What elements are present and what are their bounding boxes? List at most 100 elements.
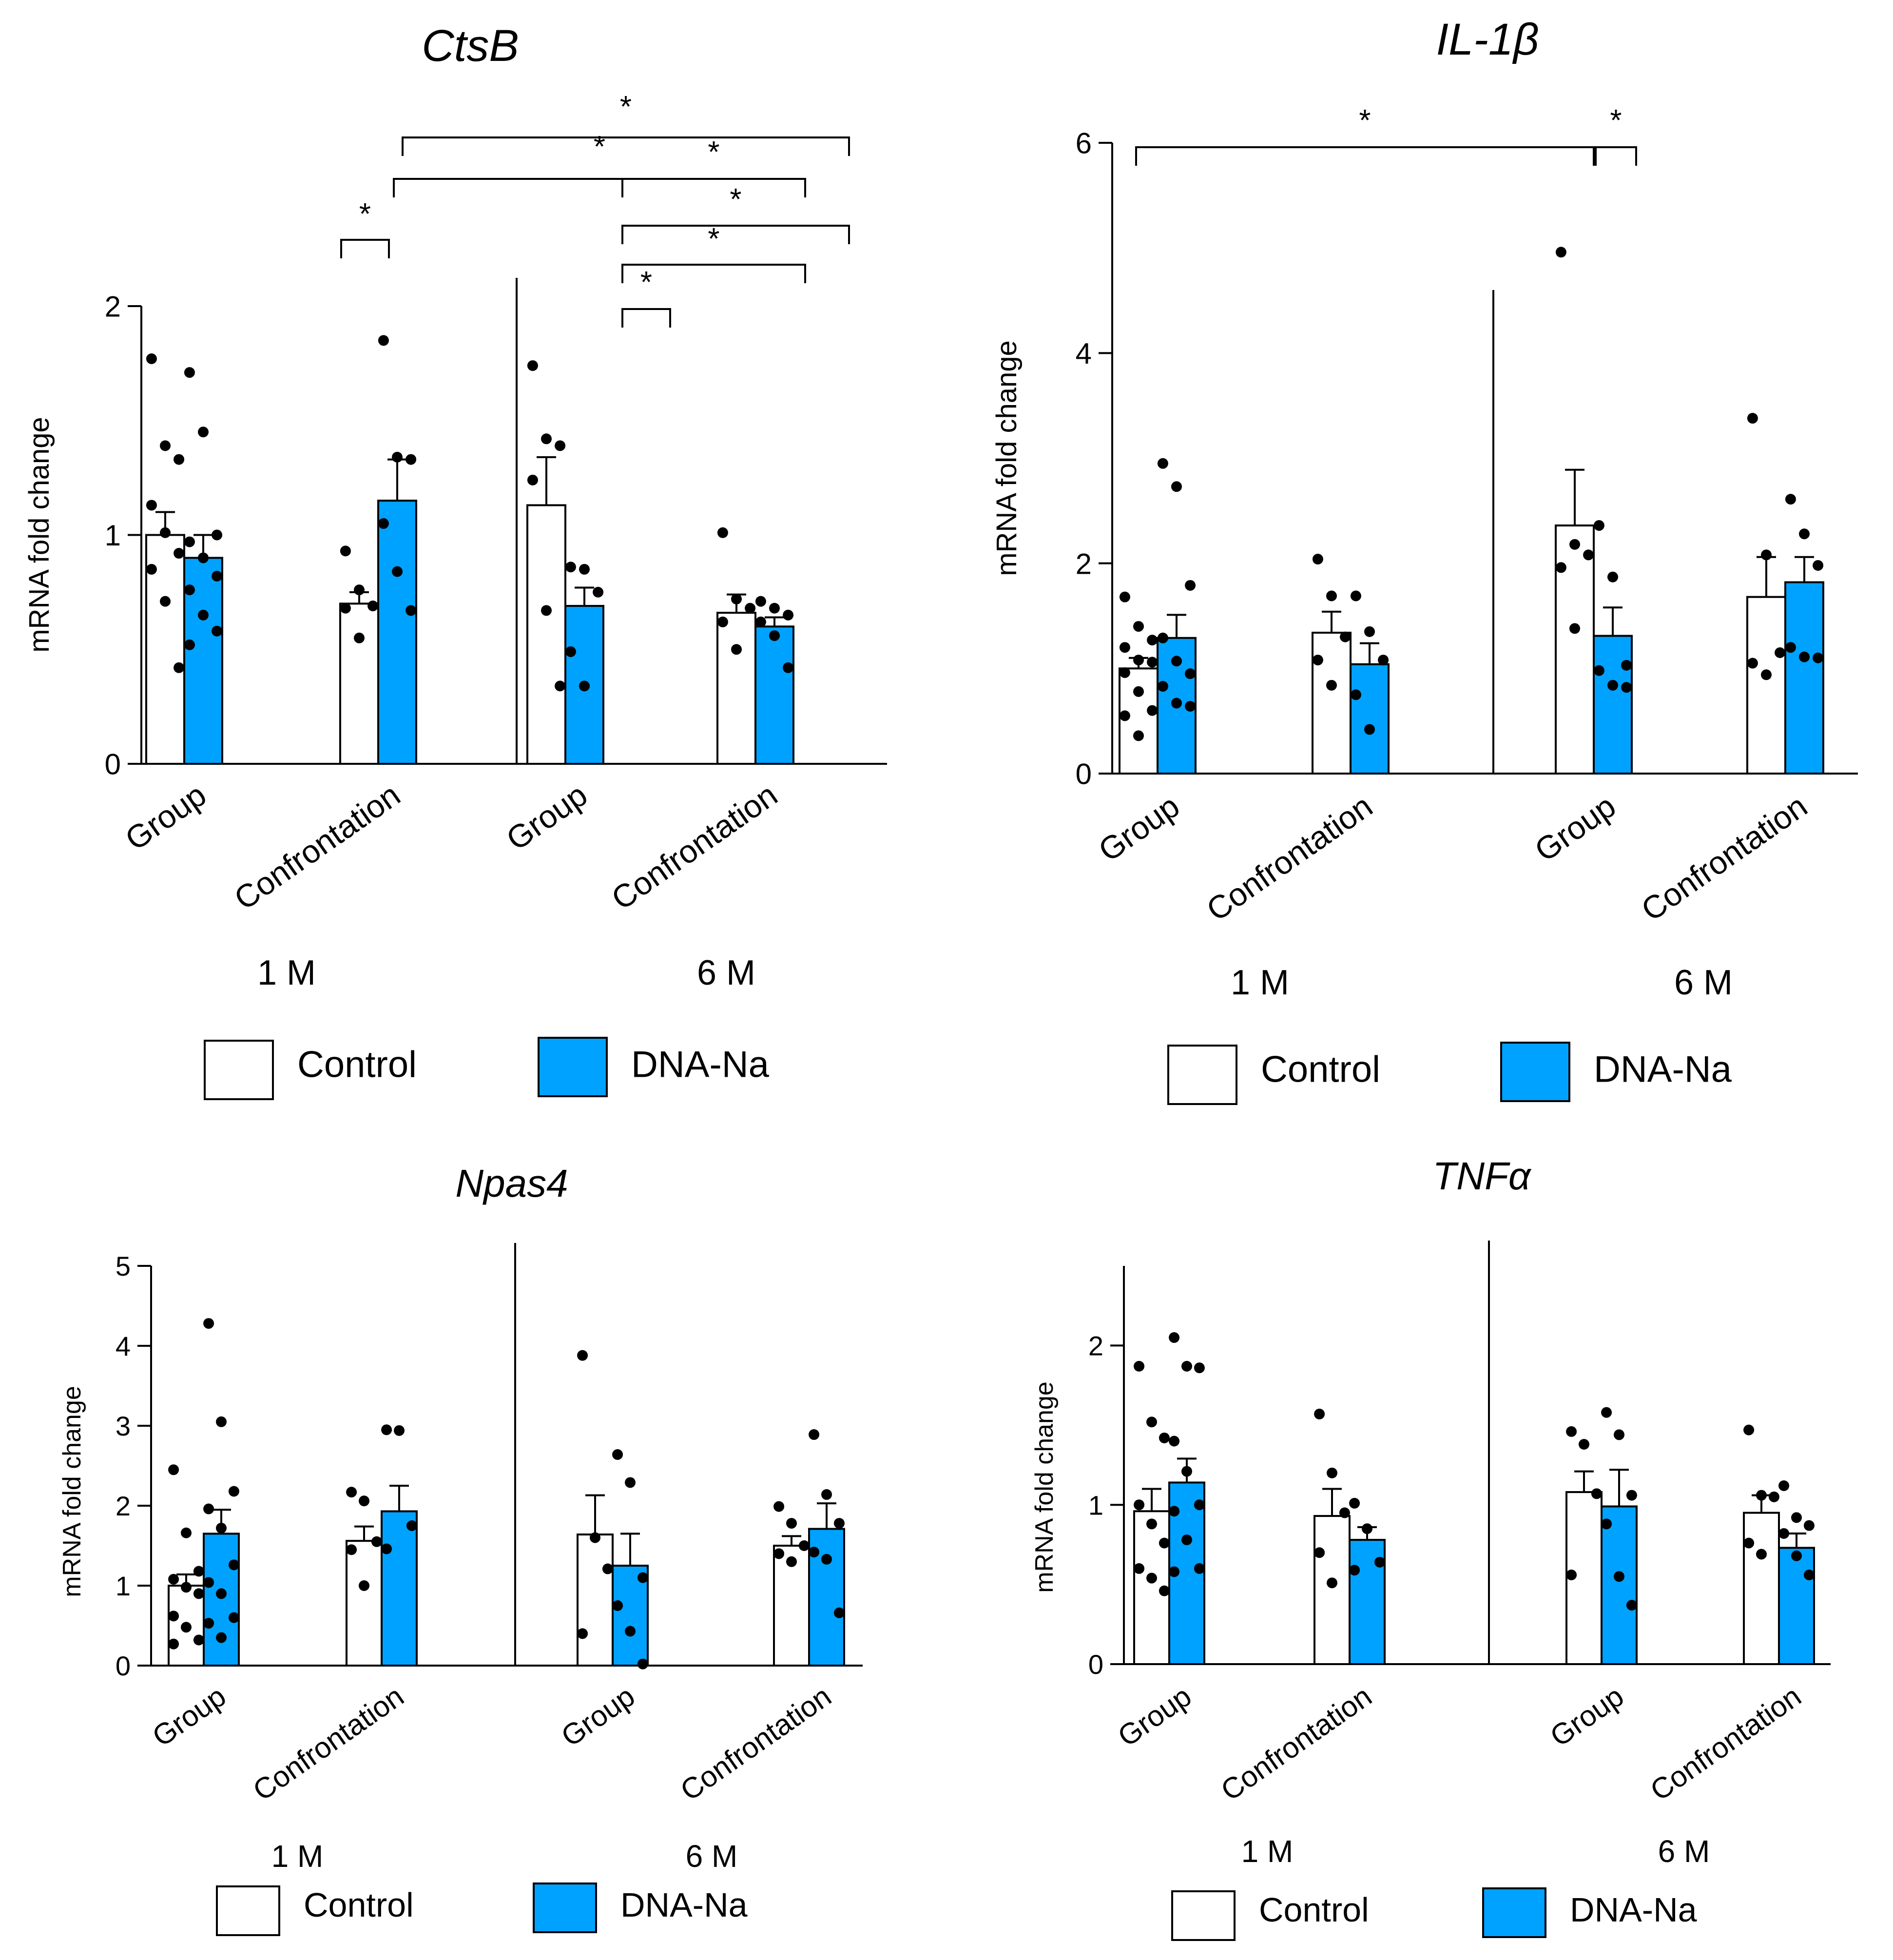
control-data-point <box>359 1580 369 1591</box>
dna-na-data-point <box>1614 1429 1624 1440</box>
control-data-point <box>174 548 185 559</box>
control-bar <box>1746 596 1786 775</box>
y-tick-label: 6 <box>1076 127 1092 160</box>
control-data-point <box>1566 1426 1577 1437</box>
control-data-point <box>1133 655 1144 666</box>
control-data-point <box>1134 1360 1145 1372</box>
legend-dna-label: DNA-Na <box>1570 1891 1697 1929</box>
legend-control-swatch <box>216 1885 280 1936</box>
y-tick-label: 0 <box>116 1650 131 1681</box>
control-data-point <box>1566 1569 1577 1580</box>
dna-na-data-point <box>381 1543 392 1554</box>
control-data-point <box>773 1548 785 1559</box>
control-bar <box>1314 1515 1351 1665</box>
dna-na-data-point <box>203 1577 214 1588</box>
dna-na-data-point <box>809 1429 820 1440</box>
dna-na-data-point <box>392 451 403 463</box>
control-data-point <box>168 1573 179 1585</box>
dna-na-data-point <box>1601 1518 1612 1530</box>
control-bar <box>716 612 756 765</box>
dna-na-data-point <box>203 1503 214 1514</box>
dna-na-data-point <box>625 1477 636 1488</box>
legend-dna-swatch <box>538 1037 608 1097</box>
dna-na-data-point <box>637 1572 648 1583</box>
dna-na-bar <box>1601 1505 1638 1666</box>
dna-na-data-point <box>1791 1550 1802 1561</box>
control-data-point <box>181 1622 192 1633</box>
dna-na-data-point <box>228 1612 239 1623</box>
dna-na-data-point <box>755 596 766 607</box>
chart-title: TNFα <box>1432 1154 1532 1198</box>
dna-na-data-point <box>212 625 223 637</box>
dna-na-data-point <box>1157 632 1168 643</box>
control-data-point <box>541 605 552 616</box>
control-data-point <box>1743 1537 1755 1549</box>
control-data-point <box>602 1563 613 1574</box>
category-label: Confrontation <box>1200 788 1379 928</box>
dna-na-data-point <box>1626 1490 1637 1501</box>
legend-dna-label: DNA-Na <box>620 1886 748 1924</box>
control-data-point <box>1327 1577 1337 1589</box>
dna-na-data-point <box>1171 481 1182 492</box>
control-data-point <box>181 1527 192 1538</box>
control-data-point <box>346 1544 357 1555</box>
control-data-point <box>555 680 566 692</box>
category-label: Group <box>1092 788 1186 869</box>
dna-na-data-point <box>1194 1362 1205 1374</box>
dna-na-data-point <box>1349 1565 1360 1576</box>
control-data-point <box>731 644 742 655</box>
control-data-point <box>745 602 756 614</box>
control-data-point <box>1555 562 1566 573</box>
y-tick-label: 1 <box>105 519 121 552</box>
dna-na-data-point <box>216 1632 227 1643</box>
timepoint-label: 6 M <box>686 1839 738 1874</box>
y-tick-label: 2 <box>105 291 121 323</box>
dna-na-data-point <box>394 1425 405 1436</box>
control-data-point <box>354 584 365 596</box>
dna-na-data-point <box>216 1416 227 1427</box>
dna-na-data-point <box>1181 1534 1192 1546</box>
chart-title: CtsB <box>422 21 519 71</box>
dna-na-data-point <box>184 536 195 547</box>
dna-na-bar <box>1784 581 1824 775</box>
control-data-point <box>1119 710 1130 721</box>
dna-na-data-point <box>1364 724 1375 735</box>
y-tick-label: 2 <box>116 1491 131 1521</box>
timepoint-label: 1 M <box>271 1839 324 1874</box>
dna-na-data-point <box>1171 656 1182 667</box>
control-data-point <box>1146 1572 1157 1584</box>
dna-na-data-point <box>1350 590 1361 602</box>
control-data-point <box>181 1582 192 1593</box>
dna-na-bar <box>754 625 794 765</box>
control-data-point <box>1756 1549 1767 1560</box>
dna-na-data-point <box>203 1618 214 1629</box>
control-data-point <box>1747 658 1758 669</box>
control-data-point <box>1314 1408 1325 1419</box>
dna-na-data-point <box>392 566 403 577</box>
dna-na-data-point <box>821 1489 832 1500</box>
dna-na-data-point <box>1362 1523 1372 1534</box>
dna-na-data-point <box>1593 665 1604 676</box>
control-data-point <box>1583 549 1594 561</box>
control-data-point <box>1159 1585 1170 1596</box>
dna-na-data-point <box>1185 580 1196 591</box>
control-data-point <box>1314 1547 1325 1558</box>
dna-na-data-point <box>1157 680 1168 692</box>
dna-na-data-point <box>783 662 794 673</box>
dna-na-data-point <box>1626 1600 1637 1611</box>
control-data-point <box>1327 1467 1337 1478</box>
dna-na-data-point <box>184 367 195 378</box>
control-data-point <box>1775 647 1786 658</box>
legend-control-swatch <box>1171 1890 1236 1941</box>
category-label: Group <box>500 776 594 857</box>
dna-na-data-point <box>198 609 209 621</box>
chart-title: IL-1β <box>1436 15 1539 64</box>
timepoint-label: 6 M <box>1674 963 1733 1002</box>
significance-star: * <box>708 136 719 169</box>
dna-na-data-point <box>809 1547 820 1558</box>
dna-na-data-point <box>1799 651 1810 662</box>
control-data-point <box>773 1501 785 1512</box>
dna-na-data-point <box>1169 1566 1180 1577</box>
category-label: Group <box>1112 1680 1197 1753</box>
